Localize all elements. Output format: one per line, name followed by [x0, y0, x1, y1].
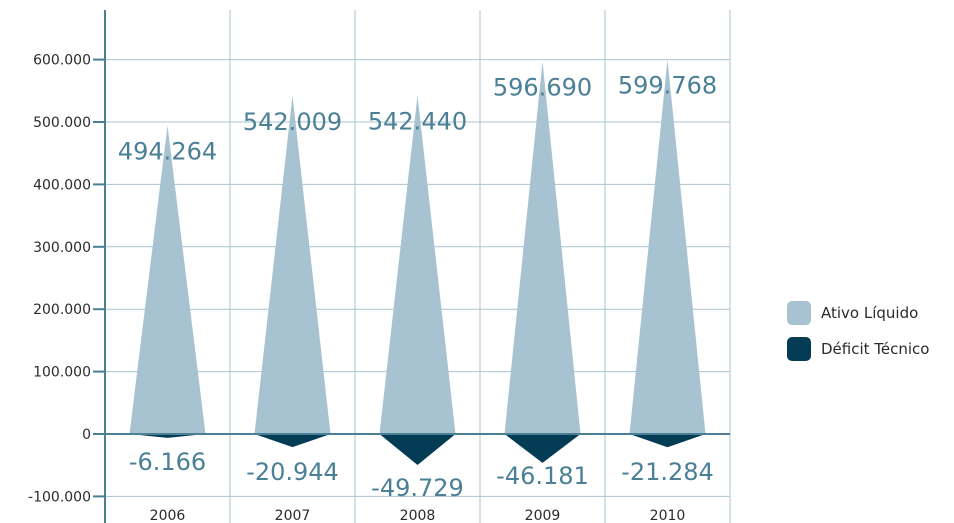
legend-label-deficit-tecnico: Déficit Técnico: [821, 340, 930, 358]
data-label-deficit-tecnico: -6.166: [129, 448, 206, 476]
legend: Ativo Líquido Déficit Técnico: [787, 301, 929, 373]
x-tick-label: 2006: [150, 508, 186, 523]
data-label-deficit-tecnico: -21.284: [621, 458, 714, 486]
legend-item-deficit-tecnico: Déficit Técnico: [787, 337, 929, 361]
bar-ativo-liquido: [504, 61, 581, 435]
data-label-ativo-liquido: 494.264: [118, 138, 217, 166]
bars: [129, 59, 706, 466]
bar-ativo-liquido: [629, 59, 706, 435]
x-tick-label: 2008: [400, 508, 436, 523]
y-tick-label: 400.000: [33, 177, 91, 193]
data-label-deficit-tecnico: -46.181: [496, 462, 589, 490]
data-label-deficit-tecnico: -49.729: [371, 474, 464, 502]
data-label-deficit-tecnico: -20.944: [246, 458, 339, 486]
data-label-ativo-liquido: 542.440: [368, 108, 467, 136]
x-tick-label: 2010: [650, 508, 686, 523]
bar-ativo-liquido: [254, 95, 331, 435]
y-tick-label: 0: [82, 427, 91, 443]
legend-label-ativo-liquido: Ativo Líquido: [821, 304, 919, 322]
y-tick-labels: -100.000 0 100.000 200.000 300.000 400.000 500…: [28, 53, 91, 506]
data-labels: 494.264 542.009 542.440 596.690 599.768 -6.16…: [118, 72, 717, 502]
data-label-ativo-liquido: 599.768: [618, 72, 717, 100]
bar-deficit-tecnico: [254, 434, 331, 448]
y-tick-label: 500.000: [33, 115, 91, 131]
legend-item-ativo-liquido: Ativo Líquido: [787, 301, 929, 325]
y-tick-label: -100.000: [28, 489, 91, 505]
x-tick-label: 2007: [275, 508, 311, 523]
bar-deficit-tecnico: [504, 434, 581, 463]
y-tick-label: 300.000: [33, 240, 91, 256]
x-tick-label: 2009: [525, 508, 561, 523]
bar-deficit-tecnico: [379, 434, 456, 466]
bar-deficit-tecnico: [629, 434, 706, 448]
legend-swatch-deficit-tecnico: [787, 337, 811, 361]
y-tick-label: 100.000: [33, 365, 91, 381]
x-tick-labels: 2006 2007 2008 2009 2010: [150, 508, 686, 523]
axes: [93, 10, 730, 523]
data-label-ativo-liquido: 596.690: [493, 74, 592, 102]
legend-swatch-ativo-liquido: [787, 301, 811, 325]
bar-ativo-liquido: [129, 125, 206, 435]
y-tick-label: 600.000: [33, 53, 91, 69]
y-tick-label: 200.000: [33, 302, 91, 318]
bar-ativo-liquido: [379, 95, 456, 434]
data-label-ativo-liquido: 542.009: [243, 108, 342, 136]
